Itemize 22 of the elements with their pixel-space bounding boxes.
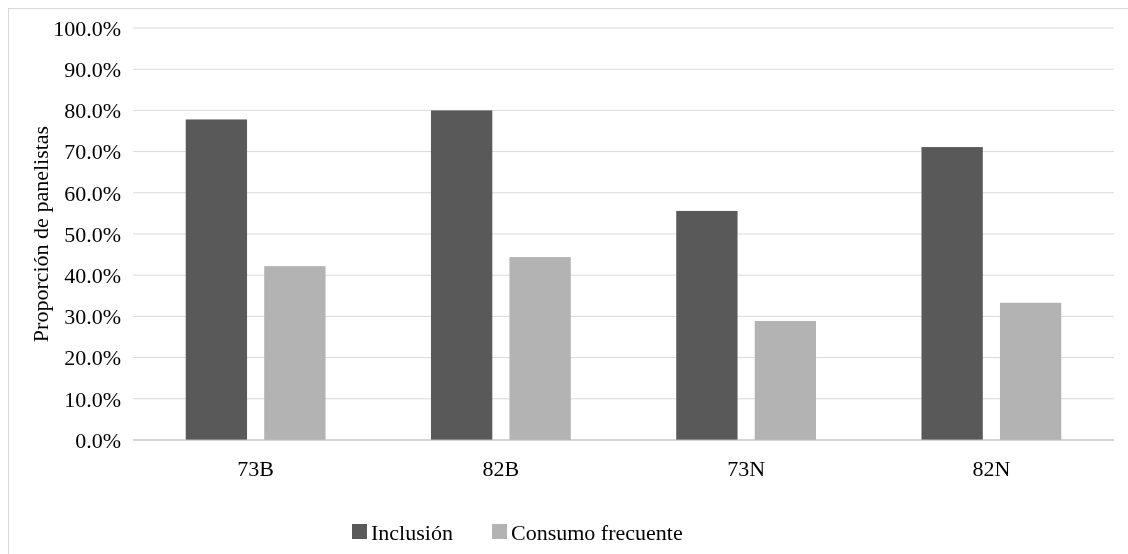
y-tick-label: 20.0% <box>64 345 121 371</box>
legend-label: Inclusión <box>371 519 453 545</box>
bar <box>185 119 248 440</box>
y-tick-label: 40.0% <box>64 262 121 288</box>
y-axis-title: Proporción de panelistas <box>28 125 53 343</box>
legend-label: Consumo frecuente <box>511 519 683 545</box>
y-tick-label: 100.0% <box>53 15 121 41</box>
y-tick-label: 10.0% <box>64 386 121 412</box>
bar <box>921 147 983 440</box>
bar <box>430 110 493 440</box>
y-tick-label: 30.0% <box>64 304 121 330</box>
x-tick-label: 82N <box>972 456 1011 481</box>
y-tick-label: 70.0% <box>64 139 121 165</box>
y-tick-label: 60.0% <box>64 180 121 206</box>
y-tick-label: 90.0% <box>64 56 121 82</box>
y-tick-label: 80.0% <box>64 98 121 124</box>
x-tick-label: 73B <box>237 456 274 481</box>
x-tick-label: 73N <box>727 456 766 481</box>
bar <box>676 210 738 440</box>
x-tick-label: 82B <box>482 456 520 481</box>
y-tick-label: 0.0% <box>75 427 121 453</box>
y-tick-label: 50.0% <box>64 221 121 247</box>
